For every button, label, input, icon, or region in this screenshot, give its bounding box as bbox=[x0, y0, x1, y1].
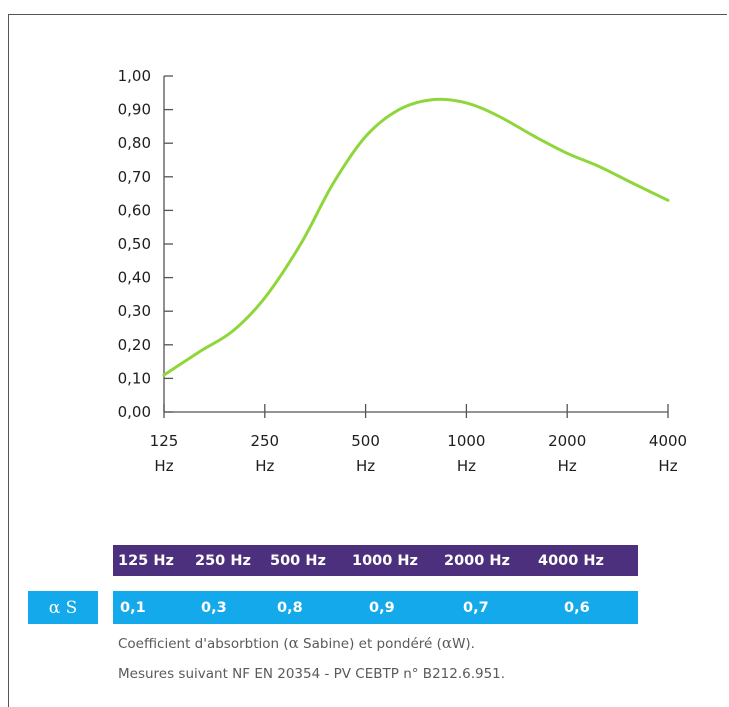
value-cell: 0,9 bbox=[369, 599, 395, 616]
header-cell: 4000 Hz bbox=[538, 552, 604, 569]
x-tick-label: 500 bbox=[351, 432, 380, 450]
x-tick-label: 4000 bbox=[649, 432, 687, 450]
header-cell: 500 Hz bbox=[270, 552, 326, 569]
y-tick-label: 0,50 bbox=[118, 235, 151, 253]
note-line-1: Coefficient d'absorbtion (α Sabine) et p… bbox=[118, 634, 475, 652]
y-tick-label: 0,40 bbox=[118, 269, 151, 287]
note-line-2: Mesures suivant NF EN 20354 - PV CEBTP n… bbox=[118, 666, 506, 682]
absorption-curve bbox=[162, 97, 670, 377]
value-cell: 0,7 bbox=[463, 599, 489, 616]
value-cell: 0,1 bbox=[120, 599, 146, 616]
y-tick-label: 0,90 bbox=[118, 101, 151, 119]
note-text: W). bbox=[452, 636, 475, 652]
x-tick-label: 2000 bbox=[548, 432, 586, 450]
frequency-header-row: 125 Hz 250 Hz 500 Hz 1000 Hz 2000 Hz 400… bbox=[113, 545, 638, 576]
x-tick-unit: Hz bbox=[356, 457, 375, 475]
y-tick-label: 0,30 bbox=[118, 302, 151, 320]
value-cell: 0,6 bbox=[564, 599, 590, 616]
x-tick-label: 250 bbox=[250, 432, 279, 450]
header-cell: 125 Hz bbox=[118, 552, 174, 569]
x-tick-label: 1000 bbox=[447, 432, 485, 450]
x-tick-unit: Hz bbox=[457, 457, 476, 475]
alpha-s-label: α S bbox=[28, 591, 98, 624]
y-tick-label: 0,80 bbox=[118, 134, 151, 152]
alpha-symbol: α bbox=[441, 634, 453, 652]
y-tick-label: 0,10 bbox=[118, 369, 151, 387]
y-tick-label: 0,70 bbox=[118, 168, 151, 186]
value-cell: 0,8 bbox=[277, 599, 303, 616]
absorption-chart: 0,00 0,10 0,20 0,30 0,40 0,50 0,60 0,70 0,80 0,90… bbox=[118, 67, 688, 475]
x-tick-unit: Hz bbox=[255, 457, 274, 475]
header-cell: 1000 Hz bbox=[352, 552, 418, 569]
value-cell: 0,3 bbox=[201, 599, 227, 616]
alpha-symbol: α bbox=[288, 634, 299, 652]
x-tick-unit: Hz bbox=[658, 457, 677, 475]
y-tick-label: 0,60 bbox=[118, 201, 151, 219]
page-frame bbox=[8, 14, 727, 707]
y-tick-label: 0,00 bbox=[118, 403, 151, 421]
y-tick-label: 0,20 bbox=[118, 336, 151, 354]
header-cell: 2000 Hz bbox=[444, 552, 510, 569]
note-text: Coefficient d'absorbtion ( bbox=[118, 636, 289, 652]
header-cell: 250 Hz bbox=[195, 552, 251, 569]
x-tick-unit: Hz bbox=[154, 457, 173, 475]
x-tick-unit: Hz bbox=[558, 457, 577, 475]
absorption-values-row: 0,1 0,3 0,8 0,9 0,7 0,6 bbox=[113, 591, 638, 624]
note-text: Sabine) et pondéré ( bbox=[298, 636, 442, 652]
y-tick-label: 1,00 bbox=[118, 67, 151, 85]
x-tick-label: 125 bbox=[150, 432, 179, 450]
